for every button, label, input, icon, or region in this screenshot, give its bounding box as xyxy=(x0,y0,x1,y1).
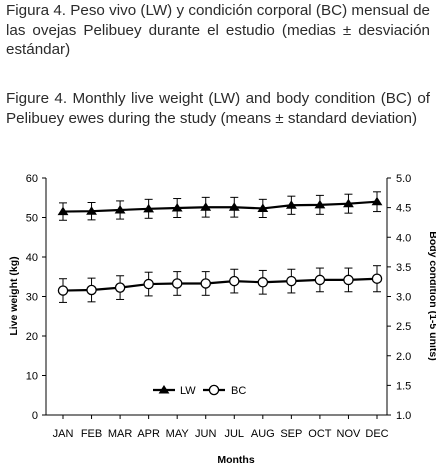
y-tick-label: 10 xyxy=(26,371,38,383)
y-tick-label: 0 xyxy=(32,410,38,422)
x-tick-label: MAY xyxy=(166,428,190,440)
chart-series xyxy=(57,191,383,303)
x-axis-label: Months xyxy=(217,454,254,466)
x-tick-label: JUL xyxy=(224,428,244,440)
data-point xyxy=(229,275,240,287)
series-bc xyxy=(57,265,383,303)
data-point xyxy=(371,196,383,206)
y2-tick-label: 4.0 xyxy=(396,232,411,244)
x-tick-label: SEP xyxy=(280,428,302,440)
caption-spanish: Figura 4. Peso vivo (LW) y condición cor… xyxy=(6,2,430,58)
x-tick-label: NOV xyxy=(337,428,362,440)
x-tick-label: OCT xyxy=(308,428,332,440)
data-point xyxy=(371,273,383,284)
y-tick-label: 20 xyxy=(26,331,38,343)
data-point xyxy=(257,203,269,212)
y2-tick-label: 3.5 xyxy=(396,262,411,274)
data-point xyxy=(171,278,183,289)
chart-axes xyxy=(45,178,388,416)
data-point xyxy=(285,200,297,209)
y-tick-label: 60 xyxy=(26,173,38,185)
data-point xyxy=(114,282,126,293)
x-tick-label: MAR xyxy=(108,428,133,440)
data-point xyxy=(143,203,155,213)
data-point xyxy=(343,274,354,286)
data-point xyxy=(86,206,97,215)
data-point xyxy=(86,284,97,296)
data-point xyxy=(228,202,240,211)
data-point xyxy=(257,277,269,288)
x-tick-label: JAN xyxy=(53,428,74,440)
chart-legend: LW BC xyxy=(153,384,246,397)
y2-tick-label: 2.0 xyxy=(396,351,411,363)
y-tick-label: 40 xyxy=(26,252,38,264)
y2-axis-label: Body condition (1-5 units) xyxy=(427,231,436,361)
legend-label-bc: BC xyxy=(231,385,246,397)
series-lw xyxy=(57,191,383,221)
y2-axis-ticks: 1.0 1.5 2.0 2.5 3.0 3.5 4.0 4.5 5.0 xyxy=(387,173,411,422)
data-point xyxy=(143,278,154,290)
legend-marker-bc xyxy=(208,384,220,396)
series-line xyxy=(62,200,378,213)
data-point xyxy=(57,285,69,296)
y-tick-label: 50 xyxy=(26,213,38,225)
y2-tick-label: 1.5 xyxy=(396,380,411,392)
y2-tick-label: 2.5 xyxy=(396,321,411,333)
data-point xyxy=(343,198,354,208)
x-tick-label: APR xyxy=(137,428,160,440)
caption-english: Figure 4. Monthly live weight (LW) and b… xyxy=(6,90,430,127)
y2-tick-label: 3.0 xyxy=(396,292,411,304)
legend-marker-lw xyxy=(158,385,170,394)
data-point xyxy=(314,274,326,286)
y2-tick-label: 1.0 xyxy=(396,410,411,422)
data-point xyxy=(314,199,326,209)
data-point xyxy=(114,205,126,214)
data-point xyxy=(57,206,69,216)
data-point xyxy=(286,275,297,287)
x-tick-label: FEB xyxy=(81,428,102,440)
y-axis-ticks: 0 10 20 30 40 50 60 xyxy=(26,173,46,422)
x-tick-label: JUN xyxy=(195,428,216,440)
series-line xyxy=(62,277,378,292)
x-tick-label: DEC xyxy=(365,428,388,440)
y-tick-label: 30 xyxy=(26,292,38,304)
x-axis-ticks: JAN FEB MAR APR MAY JUN JUL AUG SEP OCT NOV DEC xyxy=(53,415,389,440)
y2-tick-label: 5.0 xyxy=(396,173,411,185)
data-point xyxy=(200,202,212,211)
y2-tick-label: 4.5 xyxy=(396,203,411,215)
x-tick-label: AUG xyxy=(251,428,275,440)
data-point xyxy=(171,203,183,212)
y-axis-label: Live weight (kg) xyxy=(8,256,20,335)
legend-label-lw: LW xyxy=(180,385,196,397)
data-point xyxy=(200,278,211,289)
